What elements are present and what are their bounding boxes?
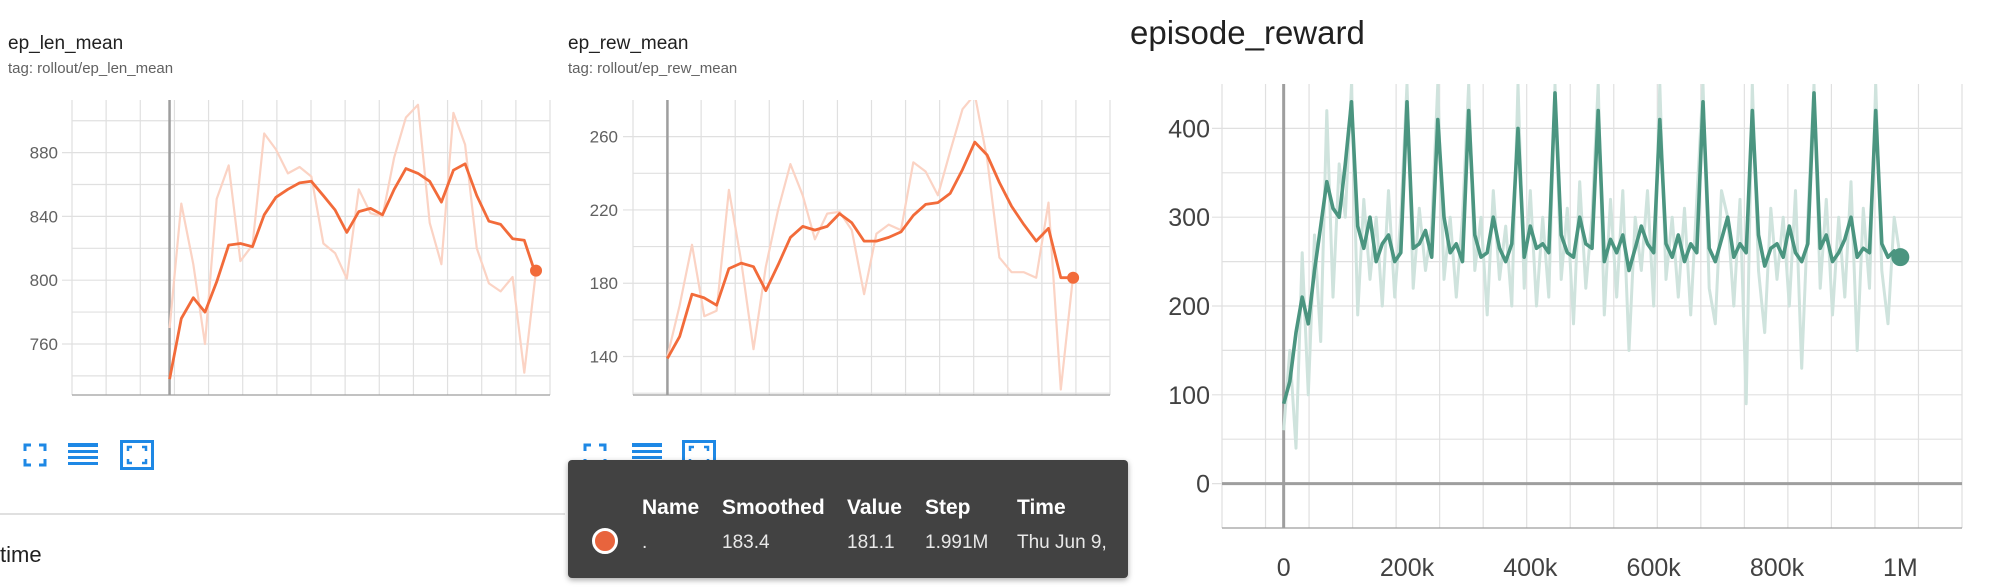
tooltip-name: .	[642, 532, 648, 553]
chart2-title: ep_rew_mean	[568, 33, 689, 54]
chart3-series	[1281, 84, 1902, 450]
y-tick-label: 140	[590, 348, 618, 367]
x-tick-label: 800k	[1750, 554, 1805, 582]
y-tick-label: 180	[590, 274, 618, 293]
fullscreen-icon	[583, 443, 607, 467]
y-tick-label: 840	[30, 207, 58, 226]
y-tick-label: 800	[30, 271, 58, 290]
y-tick-label: 760	[30, 335, 58, 354]
chart1-fullscreen-button[interactable]	[18, 438, 52, 472]
last-point-marker[interactable]	[1067, 271, 1080, 284]
smoothed-series-line	[168, 162, 538, 380]
chart2-tag: tag: rollout/ep_rew_mean	[568, 60, 738, 77]
fullscreen-icon	[23, 443, 47, 467]
last-point-marker[interactable]	[1891, 248, 1910, 267]
chart1-grid	[62, 100, 551, 395]
chart1-title: ep_len_mean	[8, 33, 124, 54]
chart1-data-table-button[interactable]	[66, 438, 100, 472]
x-tick-label: 400k	[1503, 554, 1558, 582]
y-tick-label: 220	[590, 201, 618, 220]
tooltip-header-step: Step	[925, 496, 971, 519]
tooltip-time: Thu Jun 9,	[1017, 532, 1107, 553]
x-tick-label: 600k	[1627, 554, 1682, 582]
time-label: time	[0, 542, 42, 567]
tooltip: Name Smoothed Value Step Time . 183.4 18…	[568, 460, 1128, 578]
episode-reward-title: episode_reward	[1130, 14, 1365, 51]
chart1-series	[168, 103, 538, 380]
chart1: 760 800 840 880	[30, 100, 551, 396]
data-table-icon	[68, 443, 98, 465]
y-tick-label: 300	[1168, 204, 1210, 232]
y-tick-label: 260	[590, 128, 618, 147]
tooltip-header-name: Name	[642, 496, 700, 519]
tooltip-smoothed: 183.4	[722, 532, 770, 553]
y-tick-label: 0	[1196, 471, 1210, 499]
raw-series-line	[666, 100, 1075, 391]
y-tick-label: 100	[1168, 382, 1210, 410]
smoothed-series-line	[1281, 91, 1902, 405]
raw-series-line	[1282, 84, 1902, 450]
tooltip-step: 1.991M	[925, 532, 989, 553]
chart2: 140 180 220 260	[590, 100, 1111, 396]
chart2-fullscreen-button[interactable]	[578, 438, 612, 472]
chart2-grid	[623, 100, 1111, 395]
tooltip-header-value: Value	[847, 496, 902, 519]
chart1-fit-domain-button[interactable]	[120, 438, 154, 472]
x-tick-label: 200k	[1380, 554, 1435, 582]
y-tick-label: 400	[1168, 115, 1210, 143]
raw-series-line	[168, 103, 538, 374]
chart2-series	[666, 100, 1075, 391]
tooltip-header-time: Time	[1017, 496, 1066, 519]
x-tick-label: 1M	[1883, 554, 1918, 582]
y-tick-label: 880	[30, 144, 58, 163]
smoothed-series-line	[666, 140, 1074, 360]
fit-domain-icon	[120, 440, 154, 470]
tooltip-value: 181.1	[847, 532, 895, 553]
last-point-marker[interactable]	[530, 264, 543, 277]
chart1-tag: tag: rollout/ep_len_mean	[8, 60, 174, 77]
divider	[0, 513, 565, 515]
x-tick-label: 0	[1277, 554, 1291, 582]
y-tick-label: 200	[1168, 293, 1210, 321]
chart3: 0 100 200 300 400 0 200k 400k 600k 800k 1M	[1168, 84, 1963, 582]
tooltip-series-dot	[592, 528, 618, 554]
tooltip-header-smoothed: Smoothed	[722, 496, 825, 519]
